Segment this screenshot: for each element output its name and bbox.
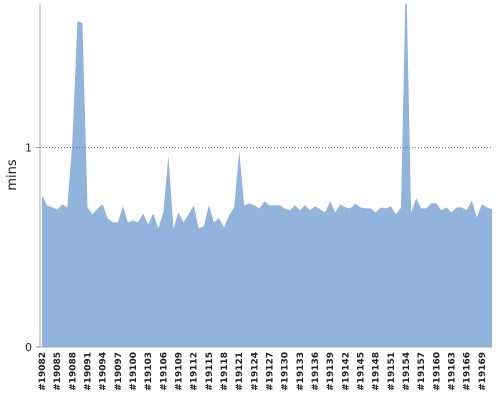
x-tick-label: #19100 — [129, 352, 139, 391]
y-axis-label: mins — [5, 159, 20, 191]
x-tick-label: #19094 — [99, 352, 109, 391]
x-tick-label: #19169 — [478, 352, 488, 391]
x-tick-label: #19160 — [432, 352, 442, 391]
x-tick-label: #19157 — [417, 352, 427, 391]
x-tick-label: #19091 — [84, 352, 94, 391]
x-tick-label: #19085 — [53, 352, 63, 391]
x-tick-label: #19127 — [266, 352, 276, 391]
x-tick-label: #19088 — [68, 352, 78, 391]
x-tick-label: #19112 — [190, 352, 200, 391]
y-tick-label: 0 — [25, 341, 32, 354]
x-tick-label: #19109 — [175, 352, 185, 391]
area — [42, 4, 492, 347]
x-tick-label: #19121 — [235, 352, 245, 391]
x-tick-label: #19166 — [463, 352, 473, 391]
x-tick-label: #19115 — [205, 352, 215, 391]
x-tick-label: #19130 — [281, 352, 291, 391]
x-tick-label: #19097 — [114, 352, 124, 391]
x-tick-label: #19142 — [341, 352, 351, 391]
x-tick-label: #19136 — [311, 352, 321, 391]
y-tick-label: 1 — [25, 142, 32, 155]
x-tick-label: #19103 — [144, 352, 154, 391]
x-tick-label: #19133 — [296, 352, 306, 391]
x-tick-label: #19106 — [159, 352, 169, 391]
x-tick-label: #19082 — [38, 352, 48, 391]
x-tick-label: #19148 — [372, 352, 382, 391]
x-tick-label: #19139 — [326, 352, 336, 391]
x-tick-label: #19163 — [448, 352, 458, 391]
x-tick-label: #19124 — [250, 352, 260, 391]
x-tick-label: #19151 — [387, 352, 397, 391]
x-tick-label: #19145 — [357, 352, 367, 391]
x-tick-label: #19118 — [220, 352, 230, 391]
x-tick-label: #19154 — [402, 352, 412, 391]
